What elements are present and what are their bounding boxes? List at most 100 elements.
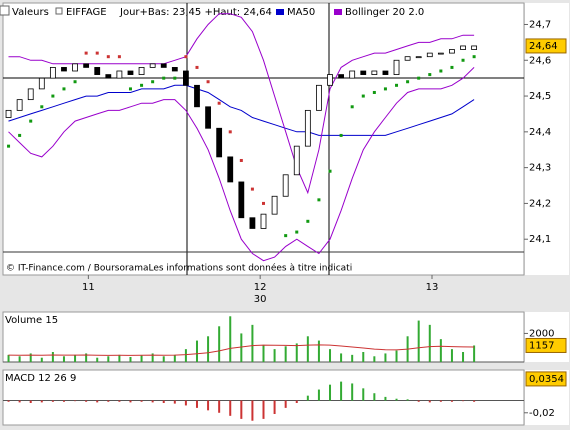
- bar: [473, 345, 476, 362]
- legend-swatch: [276, 9, 284, 15]
- y-tick-label: -0,02: [529, 408, 555, 419]
- last-value-box: [525, 38, 567, 54]
- sar-dot: [18, 133, 22, 137]
- sar-dot: [140, 83, 144, 87]
- candle: [293, 145, 300, 176]
- candle: [183, 70, 189, 86]
- bar: [362, 388, 365, 401]
- bar: [329, 384, 332, 401]
- bar: [240, 333, 243, 362]
- sar-dot: [406, 80, 410, 84]
- last-value: 0,0354: [529, 374, 564, 385]
- sar-dot: [372, 90, 376, 94]
- sar-dot: [250, 187, 254, 191]
- candle: [138, 67, 145, 75]
- bar: [173, 354, 176, 362]
- legend-swatch: [334, 9, 342, 15]
- sar-dot: [51, 94, 55, 98]
- bar: [251, 400, 254, 421]
- bar: [262, 400, 265, 419]
- bar: [284, 400, 287, 408]
- candle: [205, 106, 211, 129]
- bar: [362, 352, 365, 362]
- sar-dot: [128, 87, 132, 91]
- y-tick-label: 24,7: [529, 19, 551, 30]
- candle: [238, 181, 245, 219]
- sar-dot: [62, 87, 66, 91]
- bar: [428, 324, 431, 362]
- candle: [38, 77, 45, 90]
- bar: [7, 400, 10, 402]
- bar: [140, 355, 143, 362]
- candle: [382, 70, 389, 75]
- candle: [349, 70, 356, 79]
- sar-dot: [162, 76, 166, 80]
- sar-dot: [262, 201, 265, 205]
- bar: [62, 400, 65, 402]
- bar: [450, 400, 453, 402]
- candle: [460, 45, 466, 50]
- menu-icon[interactable]: [0, 5, 10, 16]
- sar-dot: [7, 144, 11, 148]
- bar: [295, 400, 298, 403]
- bar: [329, 349, 332, 362]
- bar: [85, 353, 88, 362]
- x-tick-label: 12: [254, 282, 267, 293]
- bar: [462, 400, 465, 402]
- bar: [96, 400, 99, 403]
- candle: [426, 52, 433, 58]
- candle: [360, 70, 367, 75]
- bar: [340, 353, 343, 362]
- bar: [129, 400, 132, 403]
- bar: [306, 336, 309, 362]
- candle: [171, 67, 178, 72]
- bar: [273, 349, 276, 362]
- bar: [417, 400, 420, 402]
- sar-dot: [195, 65, 199, 69]
- bar: [74, 400, 77, 402]
- candle: [94, 67, 101, 75]
- price-panel: [2, 2, 525, 276]
- bar: [207, 336, 210, 362]
- sar-dot: [29, 119, 33, 123]
- bar: [251, 324, 254, 362]
- x-tick-label: 13: [426, 282, 439, 293]
- last-value-box: [525, 371, 567, 387]
- candle: [127, 70, 134, 75]
- bar: [85, 400, 88, 402]
- sar-dot: [106, 55, 110, 59]
- candle: [260, 213, 267, 229]
- bar: [96, 357, 99, 362]
- sar-dot: [383, 87, 387, 91]
- candle: [471, 45, 478, 50]
- candle: [27, 88, 34, 101]
- sar-dot: [95, 51, 99, 55]
- candle: [371, 70, 378, 75]
- candle: [271, 195, 278, 215]
- candle: [249, 217, 256, 229]
- bar: [118, 400, 121, 402]
- panel-title: MACD 12 26 9: [5, 373, 76, 384]
- sar-dot: [284, 234, 288, 238]
- y-tick-label: 24,1: [529, 234, 551, 245]
- last-value-box: [525, 337, 567, 353]
- menu[interactable]: Valeurs: [12, 7, 49, 18]
- bar: [450, 349, 453, 362]
- bar: [173, 400, 176, 404]
- panel-title: Volume 15: [5, 315, 58, 326]
- sar-dot: [328, 169, 332, 173]
- bar: [428, 400, 431, 403]
- bar: [240, 400, 243, 419]
- sar-dot: [73, 80, 77, 84]
- range: Jour+Bas: 23,45 +Haut: 24,64: [119, 7, 272, 18]
- candle: [5, 109, 12, 118]
- bar: [184, 400, 187, 406]
- candle: [449, 49, 455, 54]
- bar: [18, 356, 21, 362]
- bar: [439, 339, 442, 362]
- bar: [340, 381, 343, 401]
- sar-dot: [428, 73, 432, 77]
- bar: [151, 400, 154, 403]
- candle: [72, 63, 78, 72]
